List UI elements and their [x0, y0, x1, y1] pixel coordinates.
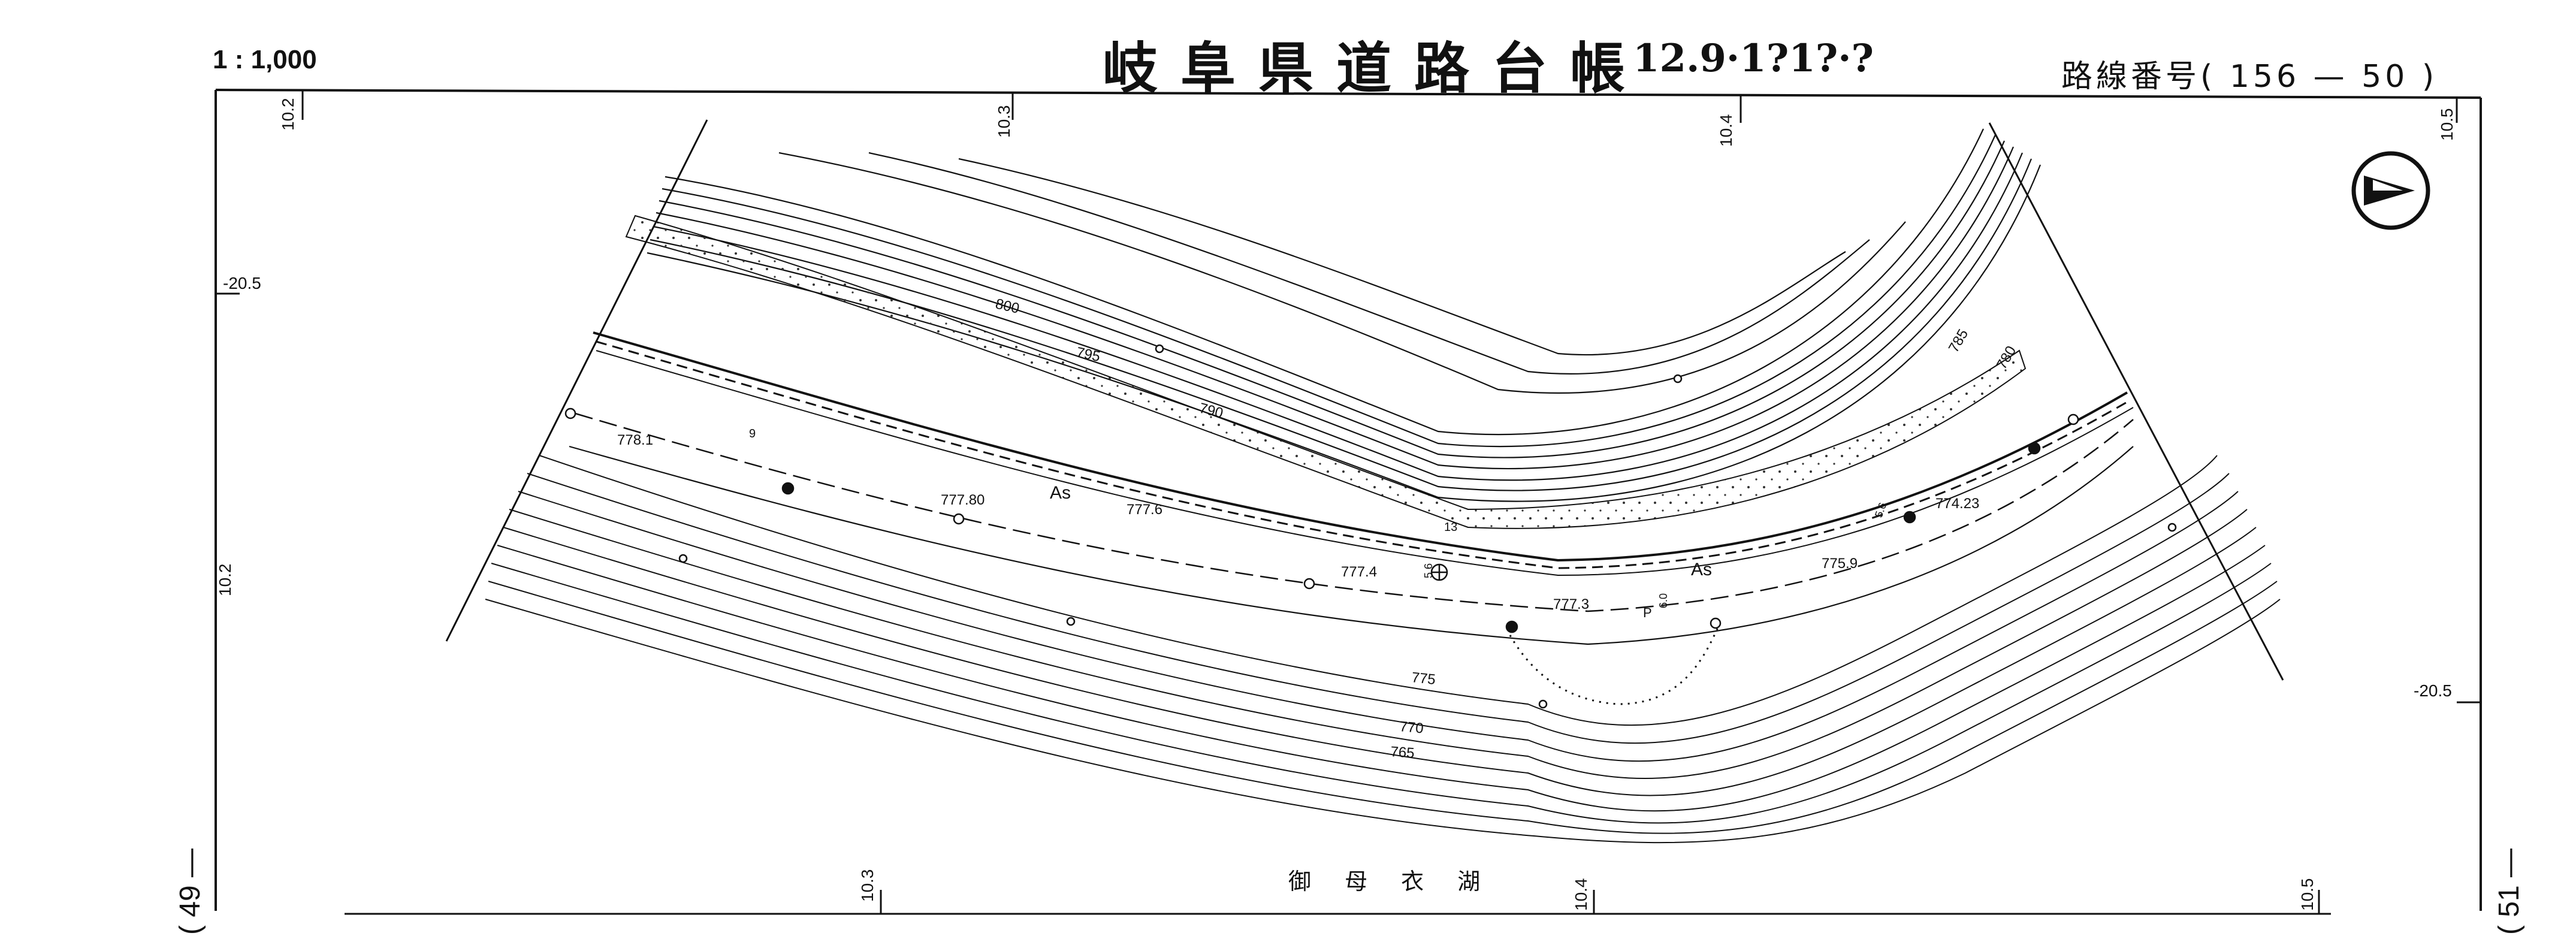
grid-label-bottom-1: 10.3: [858, 869, 877, 902]
dotted-path: [1509, 623, 1721, 705]
elevation-label: 777.6: [1127, 502, 1162, 518]
small-label: P: [1643, 605, 1652, 620]
grid-label-bottom-3: 10.5: [2298, 878, 2317, 911]
upper-contours: [647, 128, 2042, 502]
route-number: 路線番号( 156 — 50 ): [2061, 59, 2438, 95]
contour-label-765: 765: [1390, 744, 1415, 762]
grid-ticks: [216, 90, 2481, 914]
point-markers: [564, 344, 2177, 709]
small-label: 13: [1444, 521, 1457, 534]
lower-contours: [485, 455, 2281, 844]
elevation-label: 777.3: [1553, 596, 1589, 612]
lake-name: 御 母 衣 湖: [1288, 868, 1494, 895]
map-scale: 1 : 1,000: [213, 45, 317, 74]
contour-label-775: 775: [1411, 669, 1436, 688]
grid-label-top-1: 10.2: [279, 98, 297, 131]
small-label: 9: [749, 427, 756, 440]
map-frame: [215, 89, 2482, 915]
grid-label-top-4: 10.5: [2438, 108, 2456, 141]
elevation-label: 774.23: [1935, 496, 1979, 512]
grid-label-top-3: 10.4: [1717, 114, 1735, 147]
contour-label-795: 795: [1075, 344, 1102, 365]
small-label: 5.6: [1423, 563, 1435, 578]
elevation-label: 775.9: [1822, 555, 1858, 572]
document-number: 12.9·1?1?·?: [1633, 36, 1874, 81]
embankment-area: [625, 215, 2027, 529]
elevation-label: 777.4: [1341, 564, 1377, 580]
road-edges: [569, 331, 2134, 645]
north-arrow-icon: [2351, 151, 2430, 230]
map-title: 岐阜県道路台帳: [1103, 36, 1648, 101]
contour-label-800: 800: [994, 296, 1021, 317]
contour-label-770: 770: [1399, 718, 1424, 736]
grid-label-side-3: -20.5: [2414, 681, 2452, 700]
surface-label: As: [1050, 483, 1071, 503]
grid-label-bottom-2: 10.4: [1572, 878, 1590, 911]
grid-label-top-2: 10.3: [995, 105, 1013, 138]
elevation-label: 778.1: [617, 432, 653, 448]
contour-label-785: 785: [1946, 327, 1971, 355]
project-boundary: [445, 119, 2284, 681]
elevation-label: 777.80: [941, 492, 985, 508]
grid-label-side-1: -20.5: [223, 274, 261, 292]
grid-label-side-2: 10.2: [216, 564, 234, 597]
surface-label: As: [1691, 560, 1712, 579]
small-label: 6.0: [1657, 593, 1669, 608]
